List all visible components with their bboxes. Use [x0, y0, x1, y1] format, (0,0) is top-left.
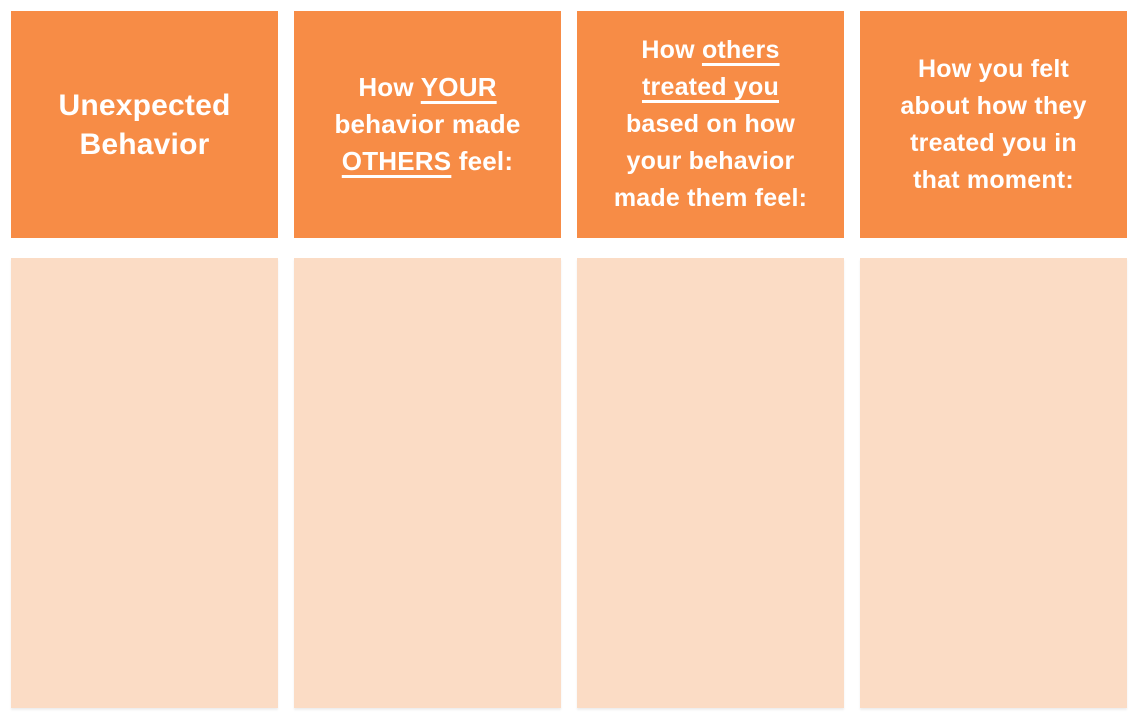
answer-cell-how-you-felt[interactable] — [860, 258, 1127, 708]
column-unexpected-behavior: Unexpected Behavior — [11, 11, 278, 708]
column-header-text: Unexpected Behavior — [58, 88, 231, 161]
column-how-others-treated-you: How others treated you based on how your be… — [577, 11, 844, 708]
answer-cell-how-others-treated-you[interactable] — [577, 258, 844, 708]
column-how-you-felt: How you felt about how they treated you in… — [860, 11, 1127, 708]
column-your-behavior-made-others-feel: How YOUR behavior made OTHERS feel: — [294, 11, 561, 708]
column-header-text: How you felt about how they treated you in… — [900, 54, 1087, 194]
answer-cell-your-behavior-made-others-feel[interactable] — [294, 258, 561, 708]
column-header-text: How others treated you based on how your be… — [613, 36, 808, 212]
worksheet-grid: Unexpected Behavior How YOUR behavior made… — [11, 11, 1127, 708]
column-header-text: How YOUR behavior made OTHERS feel: — [334, 72, 521, 176]
answer-cell-unexpected-behavior[interactable] — [11, 258, 278, 708]
column-header-unexpected-behavior: Unexpected Behavior — [11, 11, 278, 238]
column-header-how-you-felt: How you felt about how they treated you in… — [860, 11, 1127, 238]
column-header-your-behavior-made-others-feel: How YOUR behavior made OTHERS feel: — [294, 11, 561, 238]
column-header-how-others-treated-you: How others treated you based on how your be… — [577, 11, 844, 238]
